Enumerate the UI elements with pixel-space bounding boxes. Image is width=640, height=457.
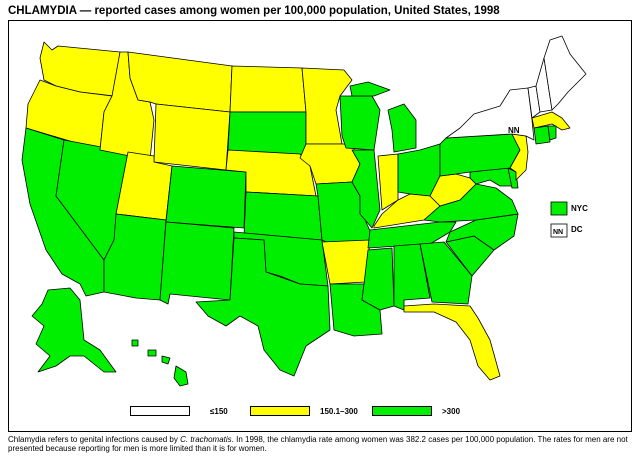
state-AK[interactable]: [31, 287, 117, 373]
state-RI[interactable]: [547, 125, 557, 141]
state-AR[interactable]: [321, 239, 371, 285]
legend-swatch-mid: [250, 406, 310, 416]
state-WV[interactable]: [429, 173, 477, 207]
state-NJ[interactable]: [509, 133, 529, 181]
footnote: Chlamydia refers to genital infections c…: [8, 435, 632, 453]
map-title: CHLAMYDIA — reported cases among women p…: [8, 5, 500, 17]
state-GA[interactable]: [419, 241, 473, 305]
state-ND[interactable]: [229, 65, 307, 113]
state-CO[interactable]: [165, 165, 247, 229]
state-WI[interactable]: [339, 95, 381, 151]
nyc-inset-swatch[interactable]: [550, 201, 568, 216]
state-MN[interactable]: [301, 67, 353, 145]
state-IL[interactable]: [351, 149, 381, 229]
dc-inset-nn: NN: [553, 229, 563, 236]
state-KS[interactable]: [243, 191, 323, 241]
state-MS[interactable]: [361, 247, 395, 311]
state-TX[interactable]: [195, 237, 331, 377]
dc-inset-swatch[interactable]: [550, 223, 568, 238]
state-MI[interactable]: [349, 81, 417, 153]
state-NM[interactable]: [159, 221, 235, 305]
state-ME[interactable]: [543, 35, 587, 111]
legend-swatch-high: [372, 406, 432, 416]
state-WY[interactable]: [153, 103, 231, 171]
state-HI[interactable]: [131, 339, 189, 387]
dc-inset-label: DC: [571, 225, 583, 234]
state-IN[interactable]: [377, 153, 399, 211]
legend-label-high: >300: [442, 407, 461, 416]
nn-label-northeast: NN: [508, 126, 520, 135]
footnote-part2: . In 1998, the chlamydia rate among wome…: [8, 435, 628, 453]
state-FL[interactable]: [403, 303, 501, 381]
map-frame: [8, 20, 632, 432]
legend-label-mid: 150.1–300: [320, 407, 358, 416]
legend-label-low: ≤150: [210, 407, 228, 416]
footnote-organism: C. trachomatis: [180, 435, 232, 444]
nyc-inset-label: NYC: [571, 204, 588, 213]
footnote-part1: Chlamydia refers to genital infections c…: [8, 435, 181, 444]
state-NY[interactable]: [445, 87, 535, 141]
state-CT[interactable]: [533, 125, 551, 145]
legend-swatch-low: [130, 406, 190, 416]
